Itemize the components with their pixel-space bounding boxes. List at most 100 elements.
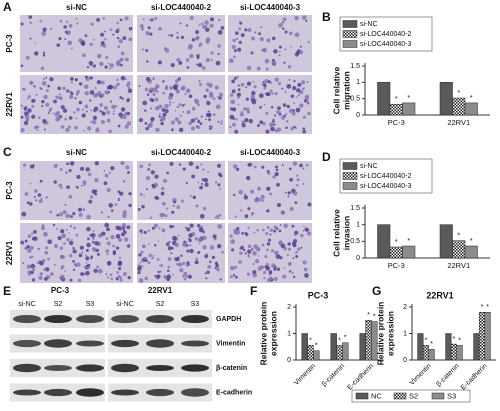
cell xyxy=(188,45,193,50)
cell xyxy=(282,211,285,214)
cell xyxy=(20,240,24,245)
cell xyxy=(124,124,129,129)
cell xyxy=(22,87,26,91)
cell xyxy=(154,174,159,179)
cell xyxy=(149,87,154,92)
lane-label: S3 xyxy=(191,301,200,308)
cell xyxy=(69,278,73,282)
micrograph xyxy=(228,15,312,72)
cell xyxy=(117,261,123,267)
cell xyxy=(191,106,196,111)
cell xyxy=(261,199,265,202)
cell xyxy=(167,257,172,261)
cell xyxy=(186,110,191,115)
cell xyxy=(150,107,153,110)
cell xyxy=(61,265,65,269)
cell xyxy=(186,261,190,265)
cell xyxy=(45,102,50,107)
cell xyxy=(214,266,217,270)
cell xyxy=(274,91,278,96)
cell xyxy=(196,56,200,60)
cell xyxy=(266,242,271,246)
cell xyxy=(188,94,193,99)
cell xyxy=(292,275,296,279)
cell xyxy=(80,166,85,171)
protein-label: E-cadherin xyxy=(216,389,252,396)
cell xyxy=(180,199,184,203)
cell xyxy=(99,103,104,107)
micrograph xyxy=(137,161,225,220)
cell xyxy=(180,254,183,258)
cell xyxy=(84,84,89,89)
cell xyxy=(139,192,143,196)
cell xyxy=(239,112,244,117)
cell xyxy=(252,270,257,275)
cell xyxy=(275,168,279,172)
significance-mark: * xyxy=(457,233,460,240)
cell xyxy=(232,117,236,120)
bar xyxy=(484,312,491,361)
cell xyxy=(109,63,114,68)
cell xyxy=(116,271,120,274)
cell xyxy=(43,94,48,100)
blot-band xyxy=(13,339,41,348)
cell xyxy=(154,17,158,21)
cell xyxy=(201,66,206,70)
cell xyxy=(63,270,66,273)
cell xyxy=(110,235,115,240)
cell xyxy=(170,63,175,68)
y-tick-label: 0.5 xyxy=(350,238,360,245)
cell xyxy=(254,31,257,34)
legend-swatch xyxy=(431,392,445,400)
cell xyxy=(75,17,78,20)
cell xyxy=(126,81,131,85)
cell xyxy=(205,58,210,63)
cell xyxy=(259,37,264,42)
cell xyxy=(178,163,182,166)
cell xyxy=(198,227,204,233)
cell xyxy=(209,23,214,28)
cell xyxy=(217,44,221,48)
cell xyxy=(198,242,201,245)
cell xyxy=(255,247,261,252)
cell xyxy=(30,232,34,235)
cell xyxy=(285,126,288,130)
cell xyxy=(85,256,90,261)
cell xyxy=(148,163,151,167)
cell xyxy=(72,212,76,216)
cell xyxy=(211,255,216,260)
cell xyxy=(259,106,262,109)
cell xyxy=(284,90,287,93)
cell xyxy=(277,82,282,86)
significance-mark: * xyxy=(395,239,398,246)
bar xyxy=(456,345,463,361)
cell xyxy=(220,120,223,123)
significance-mark: * xyxy=(470,238,473,245)
cell xyxy=(276,202,282,208)
cell xyxy=(106,188,111,193)
cell xyxy=(29,256,31,259)
blot-band xyxy=(146,388,174,397)
cell xyxy=(29,37,32,40)
cell xyxy=(185,58,190,62)
cell xyxy=(268,270,273,274)
cell xyxy=(62,210,67,215)
cell xyxy=(271,92,274,95)
cell xyxy=(198,24,201,27)
cell xyxy=(34,42,36,44)
cell xyxy=(142,100,148,106)
cell xyxy=(276,182,280,187)
cell xyxy=(29,80,33,84)
cell xyxy=(215,263,219,268)
cell xyxy=(116,83,120,87)
cell xyxy=(196,35,200,40)
cell xyxy=(212,97,216,101)
cell xyxy=(144,276,149,281)
cell xyxy=(138,118,143,123)
cell xyxy=(216,243,222,249)
cell xyxy=(168,103,171,106)
cell xyxy=(79,245,84,250)
cell xyxy=(165,85,169,89)
cell xyxy=(215,181,218,184)
cell xyxy=(166,274,171,280)
